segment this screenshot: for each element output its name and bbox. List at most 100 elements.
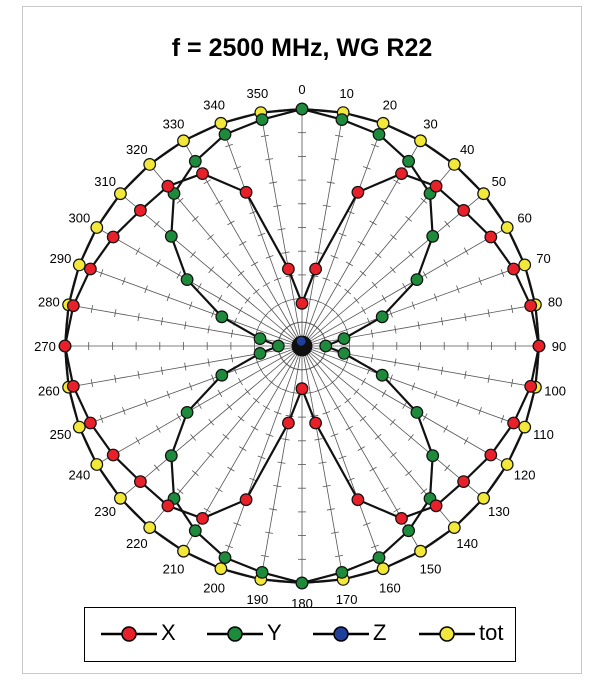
spoke-tick xyxy=(408,434,414,441)
point-tot-150 xyxy=(414,544,427,558)
angle-label-50: 50 xyxy=(492,174,506,189)
spoke-tick xyxy=(268,306,275,313)
spoke-tick xyxy=(340,318,346,326)
point-x-270 xyxy=(58,339,72,353)
spoke-tick xyxy=(389,266,396,274)
spoke-tick xyxy=(289,391,298,394)
point-tot-290 xyxy=(72,258,86,272)
spoke-tick xyxy=(487,309,490,318)
spoke-tick xyxy=(330,255,339,259)
spoke-tick xyxy=(456,285,460,294)
spoke-tick xyxy=(238,306,243,315)
spoke-tick xyxy=(269,508,278,511)
angle-label-260: 260 xyxy=(38,384,60,399)
angle-label-40: 40 xyxy=(460,142,474,157)
spoke-tick xyxy=(314,438,323,441)
point-y-350 xyxy=(255,113,269,126)
point-x-310 xyxy=(133,203,147,217)
spoke-tick xyxy=(211,309,215,318)
spoke-tick xyxy=(237,270,245,277)
point-x-50 xyxy=(457,203,471,217)
spoke-tick xyxy=(114,374,117,383)
spoke-tick xyxy=(289,298,298,301)
point-y-150 xyxy=(402,524,416,538)
spoke-tick xyxy=(258,366,264,374)
spoke-tick xyxy=(239,241,247,246)
spoke-tick xyxy=(443,425,449,433)
spoke-tick xyxy=(314,251,323,254)
spoke-tick xyxy=(310,274,319,278)
spoke-tick xyxy=(222,433,230,440)
point-x-100 xyxy=(524,379,538,393)
spoke-tick xyxy=(464,313,467,322)
spoke-tick xyxy=(277,228,286,231)
spoke-tick xyxy=(203,179,211,185)
point-tot-140 xyxy=(447,521,461,534)
point-x-330 xyxy=(196,167,209,181)
spoke-tick xyxy=(344,325,349,334)
spoke-tick xyxy=(155,259,161,267)
point-tot-200 xyxy=(214,562,228,576)
angle-label-120: 120 xyxy=(514,468,536,483)
point-tot-70 xyxy=(518,258,532,272)
spoke-tick xyxy=(389,374,393,383)
spoke-tick xyxy=(153,220,160,228)
spoke-tick xyxy=(285,414,294,418)
spoke-tick xyxy=(464,370,467,379)
point-y-340 xyxy=(218,127,232,141)
spoke-tick xyxy=(371,143,379,148)
spoke-tick xyxy=(420,488,428,495)
spoke-tick xyxy=(222,252,230,259)
spoke-tick xyxy=(340,366,346,374)
spoke-tick xyxy=(330,158,339,161)
point-y-110 xyxy=(375,368,389,382)
spoke-tick xyxy=(306,391,315,394)
spoke-tick xyxy=(463,437,469,445)
spoke-tick xyxy=(394,358,397,367)
point-x-130 xyxy=(457,475,471,489)
angle-label-80: 80 xyxy=(548,294,562,309)
spoke-tick xyxy=(443,259,449,267)
angle-label-330: 330 xyxy=(163,116,185,131)
spoke-tick xyxy=(144,285,148,294)
legend-label-tot: tot xyxy=(479,620,504,645)
spoke-tick xyxy=(335,312,342,319)
spoke-tick xyxy=(330,433,339,437)
spoke-tick xyxy=(500,415,505,423)
angle-label-290: 290 xyxy=(50,251,72,266)
spoke-tick xyxy=(371,544,379,549)
point-y-250 xyxy=(215,368,229,382)
point-tot-130 xyxy=(477,491,491,505)
point-tot-320 xyxy=(143,157,157,171)
spoke-tick xyxy=(250,261,259,267)
angle-label-280: 280 xyxy=(38,294,60,309)
point-x-10 xyxy=(309,262,323,276)
spoke-tick xyxy=(176,271,182,279)
point-tot-220 xyxy=(143,521,157,534)
point-x-200 xyxy=(239,493,253,507)
point-tot-30 xyxy=(414,134,427,148)
spoke-tick xyxy=(155,425,161,433)
point-x-250 xyxy=(83,416,97,430)
spoke-tick xyxy=(433,293,438,302)
spoke-tick xyxy=(227,220,235,226)
spoke-tick xyxy=(255,325,260,334)
spoke-tick xyxy=(144,398,148,407)
spoke-tick xyxy=(258,318,264,326)
spoke-tick xyxy=(99,269,104,277)
point-x-300 xyxy=(106,230,120,244)
angle-labels: 0 10 20 30 40 50 60 70 80 90 100 110 120 130 140 150 160… xyxy=(34,82,566,611)
point-x-210 xyxy=(196,512,209,525)
spoke-tick xyxy=(420,197,428,204)
spoke-tick xyxy=(135,437,141,445)
spoke-tick xyxy=(390,452,397,458)
spoke-tick xyxy=(225,544,233,549)
spoke-tick xyxy=(345,425,354,431)
spoke-tick xyxy=(389,418,396,426)
spoke-tick xyxy=(255,358,260,367)
legend-swatch-z xyxy=(313,626,369,642)
angle-label-320: 320 xyxy=(126,142,148,157)
spoke-tick xyxy=(405,470,412,476)
spoke-tick xyxy=(244,296,251,304)
spoke-tick xyxy=(333,405,342,410)
